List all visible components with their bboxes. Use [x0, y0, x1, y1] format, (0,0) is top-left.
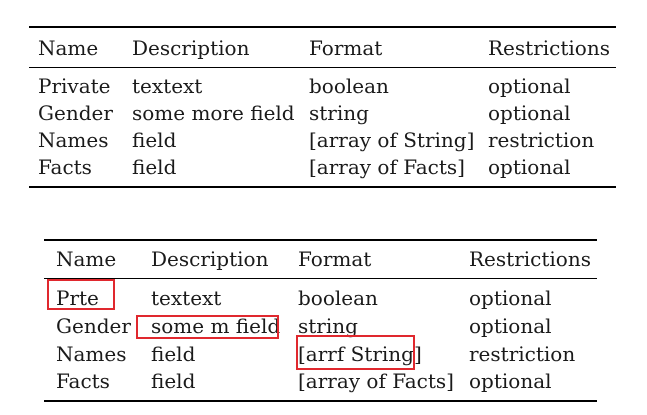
- table-cell: optional: [469, 286, 552, 310]
- table-cell: field: [132, 128, 177, 152]
- table-cell: field: [151, 369, 196, 393]
- table-cell: optional: [488, 74, 571, 98]
- table-cell: field: [132, 155, 177, 179]
- table-cell: Gender: [56, 314, 131, 338]
- table-1: Name Description Format Restrictions Pri…: [29, 26, 616, 188]
- table-cell: boolean: [309, 74, 389, 98]
- header-name: Name: [38, 36, 99, 60]
- bottom-rule: [44, 400, 597, 402]
- table-cell: Facts: [38, 155, 92, 179]
- table-cell: [array of Facts]: [309, 155, 465, 179]
- table-cell: some more field: [132, 101, 295, 125]
- top-rule: [29, 26, 616, 28]
- header-description: Description: [132, 36, 250, 60]
- table-cell: boolean: [298, 286, 378, 310]
- bottom-rule: [29, 186, 616, 188]
- table-cell: Gender: [38, 101, 113, 125]
- table-cell: optional: [469, 314, 552, 338]
- header-restrictions: Restrictions: [469, 247, 591, 271]
- header-name: Name: [56, 247, 117, 271]
- highlight-box-description: [136, 315, 279, 339]
- table-cell: restriction: [488, 128, 595, 152]
- table-cell: optional: [488, 101, 571, 125]
- table-cell: Private: [38, 74, 111, 98]
- table-cell: optional: [469, 369, 552, 393]
- highlight-box-format: [296, 335, 415, 370]
- table-cell: textext: [151, 286, 222, 310]
- table-cell: [array of String]: [309, 128, 475, 152]
- table-cell: field: [151, 342, 196, 366]
- header-format: Format: [298, 247, 372, 271]
- table-cell: [arrf String]: [298, 342, 422, 366]
- table-cell: Names: [38, 128, 109, 152]
- table-cell: Facts: [56, 369, 110, 393]
- table-cell: Prte: [56, 286, 99, 310]
- table-cell: optional: [488, 155, 571, 179]
- table-cell: Names: [56, 342, 127, 366]
- table-cell: restriction: [469, 342, 576, 366]
- table-cell: some m field: [151, 314, 281, 338]
- table-cell: string: [309, 101, 369, 125]
- header-restrictions: Restrictions: [488, 36, 610, 60]
- mid-rule: [44, 278, 597, 279]
- table-cell: [array of Facts]: [298, 369, 454, 393]
- top-rule: [44, 239, 597, 241]
- table-cell: string: [298, 314, 358, 338]
- highlight-box-name: [47, 279, 115, 310]
- header-description: Description: [151, 247, 269, 271]
- table-cell: textext: [132, 74, 203, 98]
- mid-rule: [29, 67, 616, 68]
- table-2: Name Description Format Restrictions Prt…: [44, 239, 597, 402]
- header-format: Format: [309, 36, 383, 60]
